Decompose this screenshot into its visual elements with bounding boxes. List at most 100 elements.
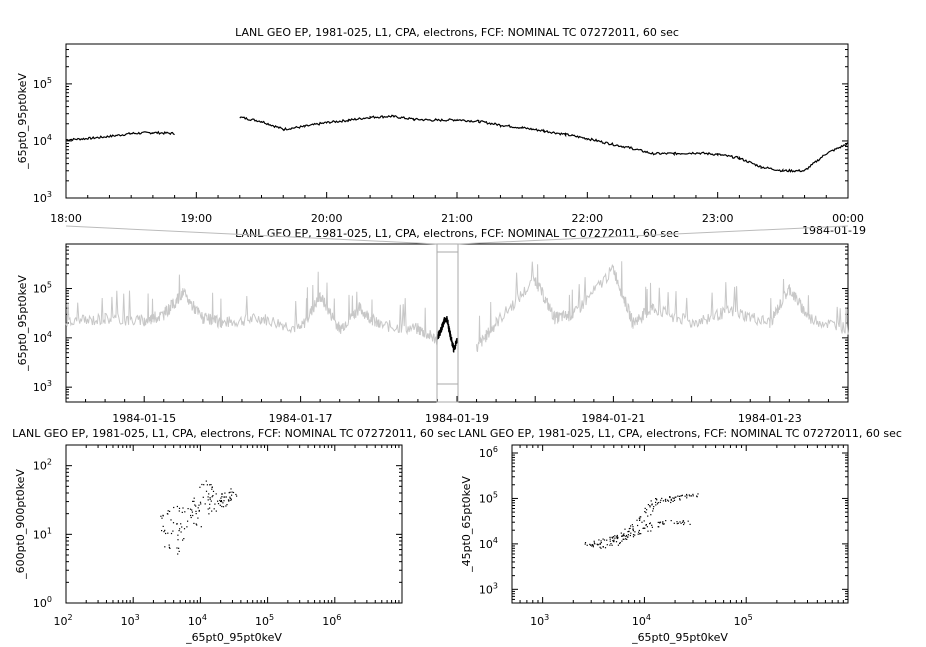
bottom-right-point [599, 546, 601, 548]
bottom-right-point [683, 523, 685, 526]
bottom-left-point [220, 500, 222, 502]
bottom-left-ylabel: _600pt0_900pt0keV [14, 469, 27, 580]
top-xtick-label: 18:00 [50, 212, 82, 225]
top-xtick-date-label: 1984-01-19 [802, 224, 866, 237]
bottom-left-point [208, 513, 210, 515]
bottom-right-point [659, 521, 662, 523]
bottom-left-point [199, 501, 202, 503]
bottom-left-point [193, 497, 195, 499]
middle-plot-frame [65, 243, 849, 403]
bottom-right-point [637, 524, 639, 527]
middle-ytick-label: 103 [33, 379, 52, 394]
bottom-left-point [220, 497, 222, 499]
bottom-left-point [198, 504, 200, 506]
bottom-left-point [211, 486, 213, 488]
bottom-right-point [692, 493, 694, 495]
bottom-right-point [637, 533, 639, 535]
bottom-right-point [596, 543, 598, 545]
bottom-left-point [182, 507, 184, 509]
bottom-right-point [658, 526, 660, 528]
bottom-left-point [209, 484, 211, 486]
bottom-right-point [636, 519, 638, 521]
top-xtick-label: 00:00 [832, 212, 864, 225]
bottom-right-point [621, 535, 624, 537]
bottom-left-point [176, 523, 178, 525]
bottom-left-point [191, 511, 193, 513]
bottom-right-point [686, 497, 688, 499]
bottom-left-point [178, 510, 180, 512]
bottom-right-point [645, 524, 647, 526]
bottom-right-point [627, 531, 629, 533]
bottom-right-point [676, 521, 678, 523]
bottom-right-point [681, 495, 683, 497]
bottom-right-point [632, 530, 634, 532]
bottom-right-point [600, 540, 602, 542]
bottom-left-point [200, 526, 202, 528]
bottom-right-point [686, 493, 688, 496]
top-xtick-label: 19:00 [180, 212, 212, 225]
bottom-right-point [606, 539, 608, 541]
bottom-right-point [620, 532, 622, 534]
bottom-left-point [227, 499, 230, 501]
top-xtick-label: 21:00 [441, 212, 473, 225]
bottom-left-point [195, 523, 197, 525]
bottom-right-point [662, 500, 664, 502]
bottom-left-point [209, 503, 211, 505]
bottom-right-point [672, 497, 674, 499]
bottom-right-point [639, 533, 641, 535]
bottom-right-title: LANL GEO EP, 1981-025, L1, CPA, electron… [458, 427, 902, 440]
bottom-left-point [179, 528, 181, 530]
bottom-left-point [178, 550, 180, 552]
bottom-right-point [686, 495, 688, 497]
bottom-left-point [210, 500, 212, 502]
bottom-right-point [619, 542, 621, 544]
bottom-right-point [629, 527, 631, 529]
bottom-left-point [169, 510, 171, 512]
bottom-right-point [584, 542, 587, 544]
bottom-right-point [673, 522, 675, 524]
bottom-right-point [684, 495, 686, 497]
bottom-right-point [609, 540, 611, 542]
bottom-right-point [628, 530, 630, 532]
top-xtick-label: 22:00 [571, 212, 603, 225]
bottom-right-ytick-label: 105 [479, 490, 498, 505]
bottom-right-point [688, 494, 690, 496]
bottom-left-xlabel: _65pt0_95pt0keV [185, 631, 282, 644]
bottom-right-point [643, 520, 645, 522]
bottom-left-point [180, 531, 182, 533]
bottom-right-point [602, 538, 604, 540]
bottom-right-point [643, 527, 645, 529]
bottom-left-point [172, 530, 174, 532]
bottom-left-point [183, 538, 185, 540]
bottom-right-point [679, 521, 681, 523]
bottom-left-point [193, 500, 195, 502]
bottom-left-point [172, 522, 175, 524]
bottom-right-point [600, 547, 602, 549]
bottom-right-point [615, 536, 618, 538]
bottom-right-point [632, 526, 634, 528]
bottom-right-point [600, 542, 602, 544]
bottom-right-point [622, 538, 624, 540]
bottom-left-point [224, 492, 226, 494]
bottom-right-point [664, 499, 666, 501]
middle-xtick-label: 1984-01-17 [269, 412, 333, 425]
bottom-right-point [680, 522, 682, 524]
bottom-left-point [208, 493, 210, 495]
bottom-left-point [207, 496, 209, 498]
top-xtick-label: 20:00 [311, 212, 343, 225]
bottom-right-point [629, 534, 631, 537]
bottom-right-point [592, 546, 594, 548]
bottom-left-point [207, 508, 209, 510]
bottom-right-point [675, 496, 677, 498]
bottom-left-point [224, 496, 226, 498]
bottom-left-point [220, 500, 222, 502]
bottom-right-point [589, 544, 592, 546]
bottom-right-point [598, 539, 600, 541]
bottom-left-point [182, 539, 184, 541]
bottom-right-point [591, 545, 593, 547]
bottom-right-point [670, 499, 672, 501]
bottom-right-ytick-label: 106 [479, 445, 498, 460]
bottom-right-point [619, 542, 621, 545]
top-ytick-label: 104 [33, 133, 52, 148]
bottom-left-plot-frame [65, 444, 403, 604]
